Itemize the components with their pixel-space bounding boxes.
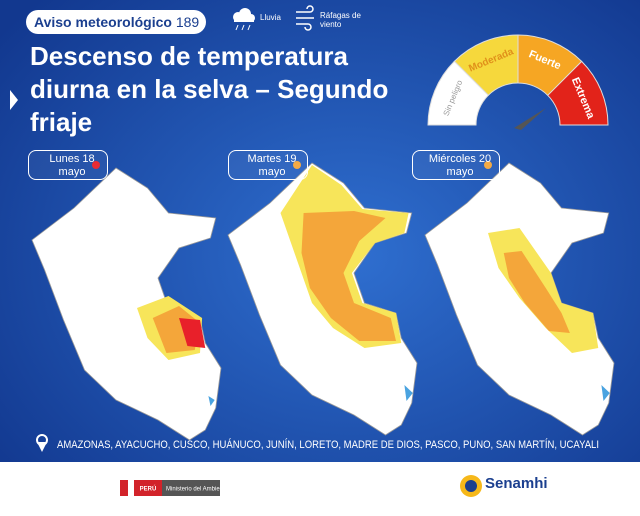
day-box: Martes 19 mayo (228, 150, 308, 180)
day: Lunes 18 (49, 153, 95, 165)
peru-box (134, 480, 162, 496)
header-badge: Aviso meteorológico 189 (26, 10, 206, 34)
month: mayo (446, 166, 474, 178)
gauge-segment (517, 34, 583, 97)
rain-icon (233, 8, 255, 31)
footer: PERÚ Ministerio del Ambiente Senamhi (0, 462, 640, 511)
day-dot (92, 161, 100, 169)
flag (120, 480, 128, 496)
header-label: Aviso meteorológico (34, 14, 172, 30)
gauge-needle (514, 108, 546, 130)
header-number: 189 (175, 14, 200, 30)
zone-blue (404, 385, 413, 401)
footer-graphics: PERÚ Ministerio del Ambiente Senamhi (120, 475, 548, 497)
arrow (10, 90, 18, 110)
regions: AMAZONAS, AYACUCHO, CUSCO, HUÁNUCO, JUNÍ… (57, 438, 599, 451)
gauge-segment (546, 60, 609, 126)
month: mayo (58, 166, 86, 178)
day-dot (293, 161, 301, 169)
day: Martes 19 (247, 153, 297, 165)
day-box: Lunes 18 mayo (28, 150, 108, 180)
legend-wind: Ráfagas de viento (320, 11, 361, 29)
wind-icon (296, 5, 314, 31)
day-box: Miércoles 20 mayo (412, 150, 500, 180)
zone-blue (601, 385, 610, 401)
day-dot (484, 161, 492, 169)
zone-red (179, 318, 206, 348)
gauge-segment (427, 60, 490, 126)
day: Miércoles 20 (428, 153, 492, 165)
zone-orange (503, 251, 570, 333)
zone-orange (301, 211, 396, 341)
zone-blue (208, 396, 215, 406)
ministry-box (162, 480, 220, 496)
gauge-segment (453, 34, 519, 97)
title: Descenso de temperatura diurna en la sel… (30, 41, 389, 137)
sun-core (465, 480, 477, 492)
map-day-2 (227, 162, 418, 436)
gauge: Sin peligro Moderada Fuerte Extrema (427, 34, 609, 130)
map-day-3 (424, 162, 615, 436)
map-day-1 (31, 167, 222, 441)
ministry: Ministerio del Ambiente (166, 487, 229, 493)
legend-rain: Lluvia (260, 13, 281, 22)
location-pin (36, 434, 48, 452)
month: mayo (258, 166, 286, 178)
country: PERÚ (140, 486, 157, 493)
agency: Senamhi (485, 475, 548, 492)
